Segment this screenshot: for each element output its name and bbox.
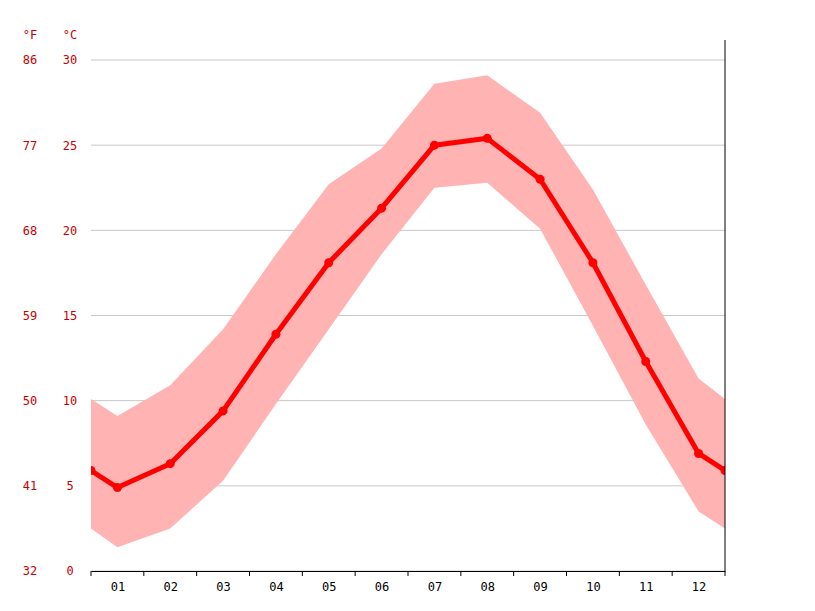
x-tick-label: 09 [533,580,547,594]
x-tick-label: 12 [692,580,706,594]
y-tick-label: 5 [66,479,73,493]
grid [91,60,725,571]
point [166,459,175,468]
point [483,134,492,143]
y-tick: 5 [66,479,73,493]
y-tick: 0 [66,564,73,578]
x-tick: 07 [428,571,442,594]
y-tick: 50 [23,394,37,408]
y-tick: 59 [23,309,37,323]
x-tick-label: 06 [375,580,389,594]
point [219,406,228,415]
chart: 0102030405060708091011120510152025303241… [0,0,815,611]
grid-line [91,230,725,231]
y-tick: 86 [23,53,37,67]
y-tick: 25 [63,139,77,153]
x-separator [249,571,250,576]
y2-tick-label: 77 [23,139,37,153]
point [430,141,439,150]
y-tick: 41 [23,479,37,493]
mean-line [91,138,725,487]
x-tick: 05 [322,571,336,594]
x-tick-label: 03 [216,580,230,594]
y2-tick-label: 68 [23,224,37,238]
y2-tick-label: 86 [23,53,37,67]
x-tick: 12 [692,571,706,594]
x-tick-label: 08 [481,580,495,594]
x-tick-label: 07 [428,580,442,594]
y-tick-label: 20 [63,224,77,238]
y-axis: 0 5 10 15 20 25 30 [63,53,77,578]
point [377,204,386,213]
y-tick: 68 [23,224,37,238]
y-tick-label: 10 [63,394,77,408]
x-tick-label: 05 [322,580,336,594]
x-separator [143,571,144,576]
point [91,466,96,475]
y-tick-label: 15 [63,309,77,323]
point [694,449,703,458]
x-separator [408,571,409,576]
y-tick: 15 [63,309,77,323]
x-tick: 06 [375,571,389,594]
y2-tick-label: 50 [23,394,37,408]
y2-axis-title: °F [23,28,37,42]
x-separator [672,571,673,576]
x-separators [91,571,725,576]
y-tick: 10 [63,394,77,408]
point [324,258,333,267]
point [641,357,650,366]
point [113,483,122,492]
x-tick: 10 [586,571,600,594]
y-tick: 20 [63,224,77,238]
point [271,330,280,339]
x-tick: 03 [216,571,230,594]
x-tick: 11 [639,571,653,594]
plot-area [91,75,725,547]
x-tick: 08 [481,571,495,594]
x-tick: 09 [533,571,547,594]
y2-tick-label: 59 [23,309,37,323]
frame-line [725,40,726,571]
point [721,466,726,475]
y2-tick-label: 41 [23,479,37,493]
x-tick: 01 [111,571,125,594]
x-separator [91,571,92,576]
x-separator [513,571,514,576]
x-tick-label: 02 [164,580,178,594]
x-tick-label: 01 [111,580,125,594]
x-separator [302,571,303,576]
y-tick: 30 [63,53,77,67]
point [588,258,597,267]
y-tick: 32 [23,564,37,578]
x-separator [619,571,620,576]
y2-axis: 32 41 50 59 68 77 86 [23,53,37,578]
x-tick: 02 [164,571,178,594]
y-tick-label: 0 [66,564,73,578]
y-tick-label: 30 [63,53,77,67]
x-separator [355,571,356,576]
range-band [91,75,725,547]
x-tick: 04 [269,571,283,594]
x-separator [725,571,726,576]
x-tick-label: 04 [269,580,283,594]
grid-line [91,60,725,61]
point [536,175,545,184]
y2-tick-label: 32 [23,564,37,578]
x-separator [566,571,567,576]
y-tick-label: 25 [63,139,77,153]
x-separator [196,571,197,576]
x-tick-label: 11 [639,580,653,594]
y-axis-title: °C [63,28,77,42]
x-tick-label: 10 [586,580,600,594]
y-tick: 77 [23,139,37,153]
x-axis: 01 02 03 04 05 06 07 08 09 10 11 12 [92,571,726,594]
x-separator [460,571,461,576]
